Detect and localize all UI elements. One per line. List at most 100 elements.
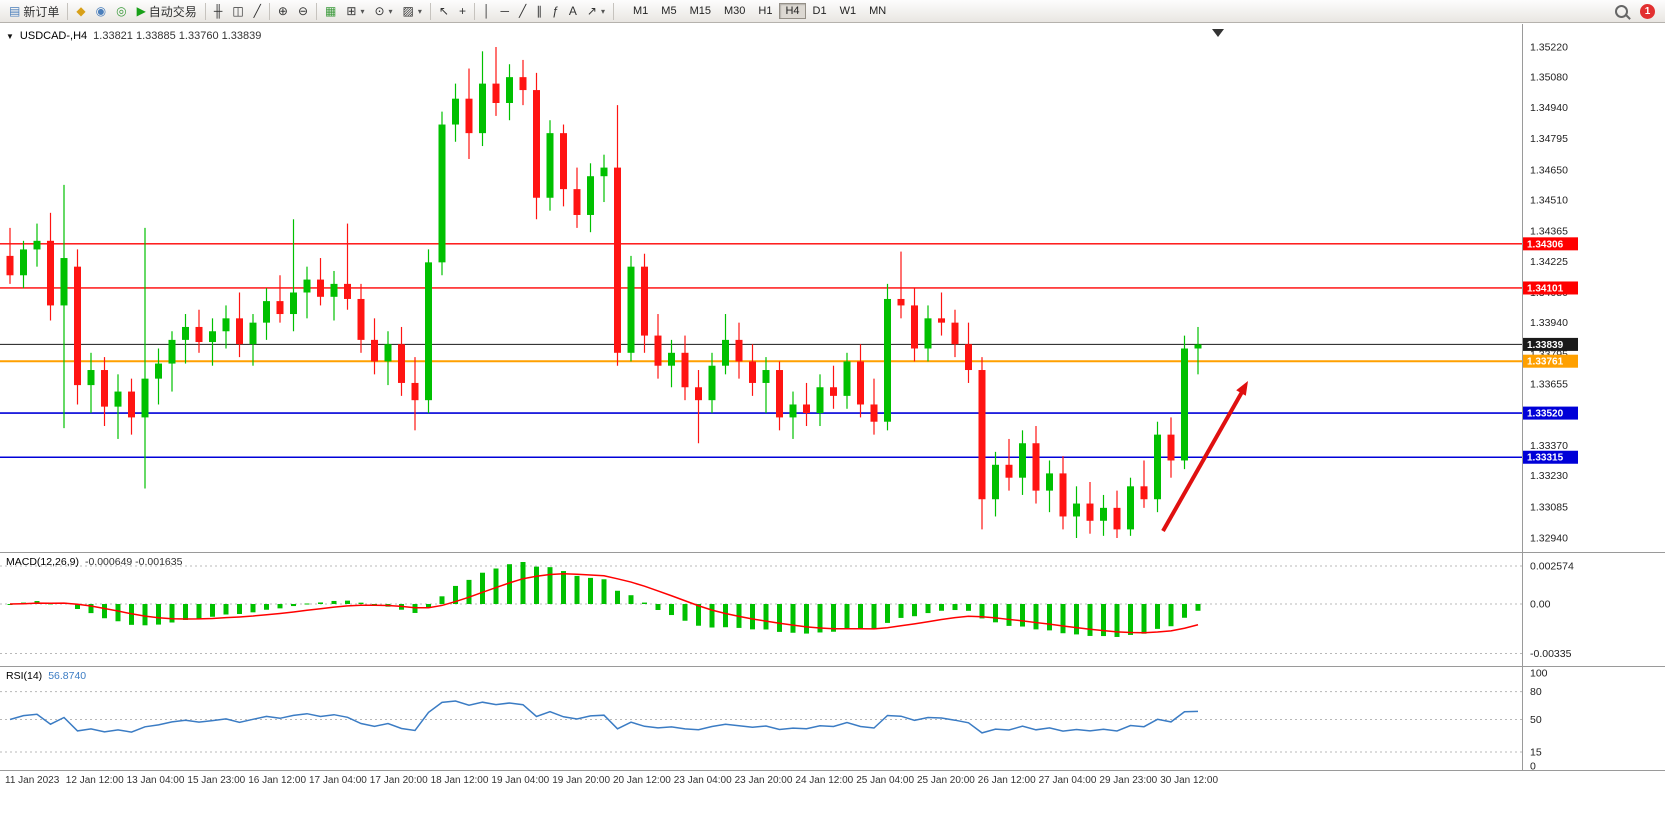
svg-text:0: 0 (1530, 761, 1536, 771)
search-icon[interactable] (1615, 4, 1628, 18)
timeframe-toolbar: M1 M5 M15 M30 H1 H4 D1 W1 MN (627, 3, 892, 19)
toolbar-separator (429, 2, 431, 20)
rsi-panel: 100 80 50 15 0 RSI(14) 56.8740 (0, 667, 1665, 770)
time-label: 19 Jan 04:00 (491, 775, 550, 786)
fibonacci-button[interactable]: ƒ (547, 1, 564, 22)
fibonacci-icon: ƒ (552, 4, 559, 18)
chart-wizard-icon: ◆ (76, 4, 86, 18)
svg-text:1.33520: 1.33520 (1527, 409, 1564, 420)
zoom-in-icon: ⊕ (277, 4, 288, 18)
chart-symbol-period: USDCAD-,H4 (19, 30, 88, 42)
period-button[interactable]: ⊙ ▾ (369, 1, 397, 22)
autotrading-button[interactable]: ▶ 自动交易 (132, 1, 202, 22)
new-chart-caret-icon[interactable]: ▾ (360, 6, 365, 16)
cursor-button[interactable]: ↖ (434, 1, 454, 22)
zoom-out-button[interactable]: ⊖ (293, 1, 313, 22)
toolbar-separator (316, 2, 318, 20)
chart-wizard-button[interactable]: ◆ (71, 1, 90, 22)
svg-text:1.34940: 1.34940 (1530, 102, 1568, 114)
timeframe-m5-button[interactable]: M5 (661, 5, 677, 17)
new-order-button[interactable]: ▤ 新订单 (4, 1, 64, 22)
time-label: 15 Jan 23:00 (187, 775, 246, 786)
text-button[interactable]: A (564, 1, 582, 22)
panel-separator[interactable] (0, 666, 1665, 667)
macd-canvas[interactable]: 0.002574 0.00 -0.00335 (0, 553, 1665, 666)
community-icon: ◎ (116, 4, 127, 18)
toolbar-separator (204, 2, 206, 20)
profile-button[interactable]: ◉ (91, 1, 111, 22)
period-caret-icon[interactable]: ▾ (388, 6, 393, 16)
macd-label: MACD(12,26,9) -0.000649 -0.001635 (6, 556, 182, 568)
trendline-button[interactable]: ╱ (514, 1, 531, 22)
time-label: 25 Jan 20:00 (917, 775, 975, 786)
template-icon: ▨ (402, 4, 414, 18)
vertical-line-button[interactable]: │ (478, 1, 496, 22)
price-chart-canvas[interactable]: 1.35220 1.35080 1.34940 1.34795 1.34650 1.345… (0, 24, 1665, 552)
timeframe-h1-button[interactable]: H1 (758, 5, 773, 17)
time-label: 23 Jan 20:00 (734, 775, 793, 786)
line-chart-icon: ╱ (253, 4, 261, 18)
toolbar-separator (268, 2, 270, 20)
rsi-indicator-name: RSI(14) (6, 670, 43, 682)
time-label: 13 Jan 04:00 (126, 775, 185, 786)
time-label: 20 Jan 12:00 (613, 775, 671, 786)
chart-ohlc: 1.33821 1.33885 1.33760 1.33839 (93, 30, 262, 42)
timeframe-m1-button[interactable]: M1 (633, 5, 649, 17)
community-button[interactable]: ◎ (111, 1, 131, 22)
timeframe-h4-button[interactable]: H4 (779, 3, 806, 19)
bar-chart-button[interactable]: ╫ (209, 1, 228, 22)
chart-shift-marker-icon[interactable] (1212, 29, 1224, 37)
macd-signal-line (9, 573, 1199, 634)
svg-text:-0.00335: -0.00335 (1530, 648, 1572, 660)
support-line-1-tag (1523, 406, 1578, 420)
period-icon: ⊙ (374, 4, 385, 18)
rsi-line (9, 700, 1199, 734)
channel-button[interactable]: ∥ (531, 1, 547, 22)
bar-chart-icon: ╫ (213, 4, 223, 18)
new-chart-button[interactable]: ⊞ ▾ (341, 1, 369, 22)
rsi-label: RSI(14) 56.8740 (6, 670, 86, 682)
symbol-collapse-icon[interactable]: ▼ (6, 31, 14, 41)
time-label: 17 Jan 20:00 (369, 775, 428, 786)
horizontal-line-button[interactable]: ─ (495, 1, 514, 22)
time-label: 16 Jan 12:00 (248, 775, 307, 786)
svg-text:1.34306: 1.34306 (1527, 239, 1564, 250)
arrows-button[interactable]: ↗ ▾ (582, 1, 610, 22)
panel-separator[interactable] (0, 770, 1665, 771)
candlestick-chart-button[interactable]: ◫ (227, 1, 248, 22)
svg-text:1.33940: 1.33940 (1530, 317, 1568, 329)
rsi-canvas[interactable]: 100 80 50 15 0 (0, 667, 1665, 770)
autotrading-label: 自动交易 (148, 4, 197, 19)
timeframe-d1-button[interactable]: D1 (812, 5, 827, 17)
timeframe-w1-button[interactable]: W1 (839, 5, 857, 17)
zoom-in-button[interactable]: ⊕ (273, 1, 293, 22)
time-label: 18 Jan 12:00 (430, 775, 489, 786)
timeframe-m15-button[interactable]: M15 (689, 5, 711, 17)
current-price-line-tag (1523, 337, 1578, 351)
cursor-icon: ↖ (438, 4, 449, 18)
timeframe-mn-button[interactable]: MN (869, 5, 887, 17)
line-chart-button[interactable]: ╱ (249, 1, 266, 22)
svg-text:1.34795: 1.34795 (1530, 133, 1568, 145)
toolbar-separator (67, 2, 69, 20)
trend-arrow-annotation[interactable] (1161, 381, 1248, 532)
time-label: 27 Jan 04:00 (1038, 775, 1097, 786)
svg-text:1.34101: 1.34101 (1527, 283, 1564, 294)
candlestick-chart-icon: ◫ (232, 4, 244, 18)
tile-windows-button[interactable]: ▦ (320, 1, 341, 22)
template-button[interactable]: ▨ ▾ (398, 1, 427, 22)
time-axis[interactable]: 11 Jan 2023 12 Jan 12:00 13 Jan 04:00 15 Ja… (0, 771, 1665, 834)
arrows-caret-icon[interactable]: ▾ (600, 6, 605, 16)
panel-separator[interactable] (0, 552, 1665, 553)
time-label: 24 Jan 12:00 (795, 775, 854, 786)
crosshair-button[interactable]: + (454, 1, 471, 22)
notification-badge[interactable]: 1 (1640, 3, 1655, 19)
arrows-icon: ↗ (586, 4, 597, 18)
timeframe-m30-button[interactable]: M30 (723, 5, 746, 17)
price-tags-layer: 1.34306 1.34101 1.33839 1.33761 1.33520 1.333… (1523, 237, 1578, 464)
rsi-value: 56.8740 (48, 670, 87, 682)
new-order-icon: ▤ (9, 4, 21, 18)
toolbar-separator (473, 2, 475, 20)
template-caret-icon[interactable]: ▾ (417, 6, 422, 16)
